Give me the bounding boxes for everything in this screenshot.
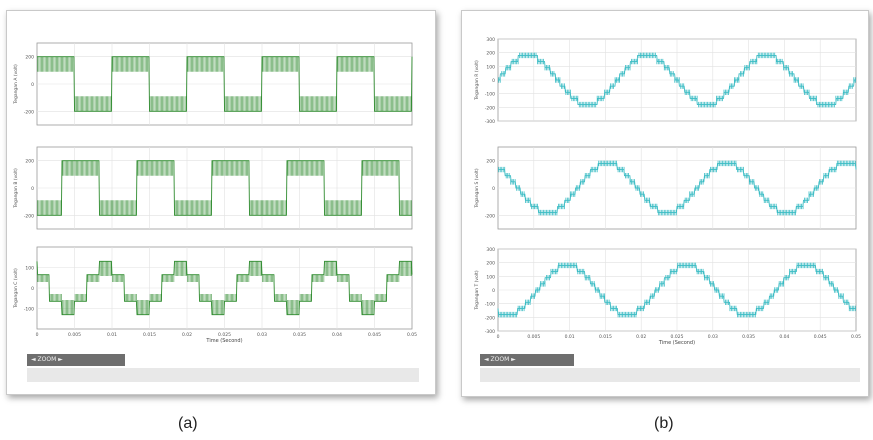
y-tick-label: 0 <box>492 186 495 192</box>
y-tick-label: -200 <box>24 109 34 115</box>
x-tick-label: 0.025 <box>671 334 684 340</box>
y-tick-label: 0 <box>492 78 495 84</box>
x-tick-label: 0.04 <box>779 334 789 340</box>
x-tick-label: 0.035 <box>293 332 306 338</box>
series-line-teganganbvolt <box>37 160 412 216</box>
y-tick-label: 200 <box>25 159 34 165</box>
y-tick-label: -300 <box>485 119 495 125</box>
switching-ripple <box>37 56 412 112</box>
y-tick-label: -200 <box>485 105 495 111</box>
x-tick-label: 0 <box>36 332 39 338</box>
x-tick-label: 0 <box>497 334 500 340</box>
subplot-b-1: -300 -200 -100 0 100 200 300 Tegangan R (volt) <box>474 37 857 125</box>
x-tick-label: 0.04 <box>332 332 342 338</box>
subplot-a-2: -200 0 200 Tegangan B (volt) <box>13 146 413 230</box>
x-tick-label: 0.01 <box>107 332 117 338</box>
y-axis-label: Tegangan T (volt) <box>474 270 480 310</box>
y-axis-label: Tegangan R (volt) <box>474 60 480 101</box>
status-bar-a[interactable]: ◄ ZOOM ► <box>27 354 125 366</box>
x-tick-label: 0.005 <box>68 332 81 338</box>
subplot-b-3: -300 -200 -100 0 100 200 300 0 0.005 0.01 0.015 0.0… <box>474 247 861 346</box>
y-tick-label: -100 <box>485 92 495 98</box>
y-axis-label: Tegangan C (volt) <box>13 268 19 309</box>
y-tick-label: -200 <box>24 213 34 219</box>
x-tick-label: 0.045 <box>368 332 381 338</box>
x-tick-label: 0.01 <box>565 334 575 340</box>
x-tick-label: 0.02 <box>182 332 192 338</box>
series-line-teganganrvolt <box>498 54 856 106</box>
x-tick-label: 0.02 <box>636 334 646 340</box>
y-tick-label: -100 <box>485 302 495 308</box>
subplot-a-1: -200 0 200 Tegangan A (volt) <box>13 42 413 126</box>
y-tick-label: 0 <box>31 286 34 292</box>
figure-window-a: -200 0 200 Tegangan A (volt) -200 0 200 Teganga… <box>6 10 436 395</box>
x-tick-label: 0.035 <box>742 334 755 340</box>
x-tick-label: 0.05 <box>851 334 861 340</box>
x-axis-label: Time (Second) <box>658 340 695 346</box>
y-tick-label: 0 <box>31 82 34 88</box>
y-tick-label: 300 <box>486 37 495 43</box>
y-tick-label: 100 <box>486 64 495 70</box>
y-tick-label: -300 <box>485 329 495 335</box>
y-axis-label: Tegangan B (volt) <box>13 168 19 209</box>
x-tick-label: 0.005 <box>527 334 540 340</box>
y-tick-label: 200 <box>486 159 495 165</box>
y-tick-label: -200 <box>485 213 495 219</box>
series-line-teganganavolt <box>37 56 413 112</box>
x-tick-label: 0.03 <box>257 332 267 338</box>
subplot-a-3: -100 0 100 0 0.005 0.01 0.015 0.02 0.025 0.03 0.03… <box>13 246 417 344</box>
y-axis-label: Tegangan A (volt) <box>13 64 19 105</box>
y-tick-label: 100 <box>486 274 495 280</box>
y-tick-label: 300 <box>486 247 495 253</box>
series-line-tegangancvolt <box>36 260 413 316</box>
switching-ripple <box>37 160 412 216</box>
status-strip-a <box>27 368 419 382</box>
caption-b: (b) <box>654 415 674 432</box>
series-line-tegangansvolt <box>498 162 857 214</box>
x-tick-label: 0.045 <box>814 334 827 340</box>
x-tick-label: 0.025 <box>218 332 231 338</box>
series-line-tegangantvolt <box>497 264 856 316</box>
x-tick-label: 0.015 <box>143 332 156 338</box>
figure-window-b: -300 -200 -100 0 100 200 300 Tegangan R (volt) -… <box>461 10 869 397</box>
y-tick-label: -100 <box>24 307 34 313</box>
y-tick-label: 200 <box>486 261 495 267</box>
subplot-b-2: -200 0 200 Tegangan S (volt) <box>474 146 857 230</box>
x-tick-label: 0.015 <box>599 334 612 340</box>
y-tick-label: 0 <box>31 186 34 192</box>
status-bar-b[interactable]: ◄ ZOOM ► <box>480 354 574 366</box>
y-tick-label: 0 <box>492 288 495 294</box>
y-tick-label: 200 <box>486 51 495 57</box>
y-tick-label: 200 <box>25 55 34 61</box>
status-strip-b <box>480 368 860 382</box>
x-tick-label: 0.03 <box>708 334 718 340</box>
y-tick-label: 100 <box>25 266 34 272</box>
y-axis-label: Tegangan S (volt) <box>474 168 480 209</box>
switching-ripple <box>37 261 412 315</box>
y-tick-label: -200 <box>485 315 495 321</box>
plot-area-a: -200 0 200 Tegangan A (volt) -200 0 200 Teganga… <box>13 42 417 344</box>
caption-a: (a) <box>178 415 198 432</box>
x-tick-label: 0.05 <box>407 332 417 338</box>
x-axis-label: Time (Second) <box>205 338 242 344</box>
